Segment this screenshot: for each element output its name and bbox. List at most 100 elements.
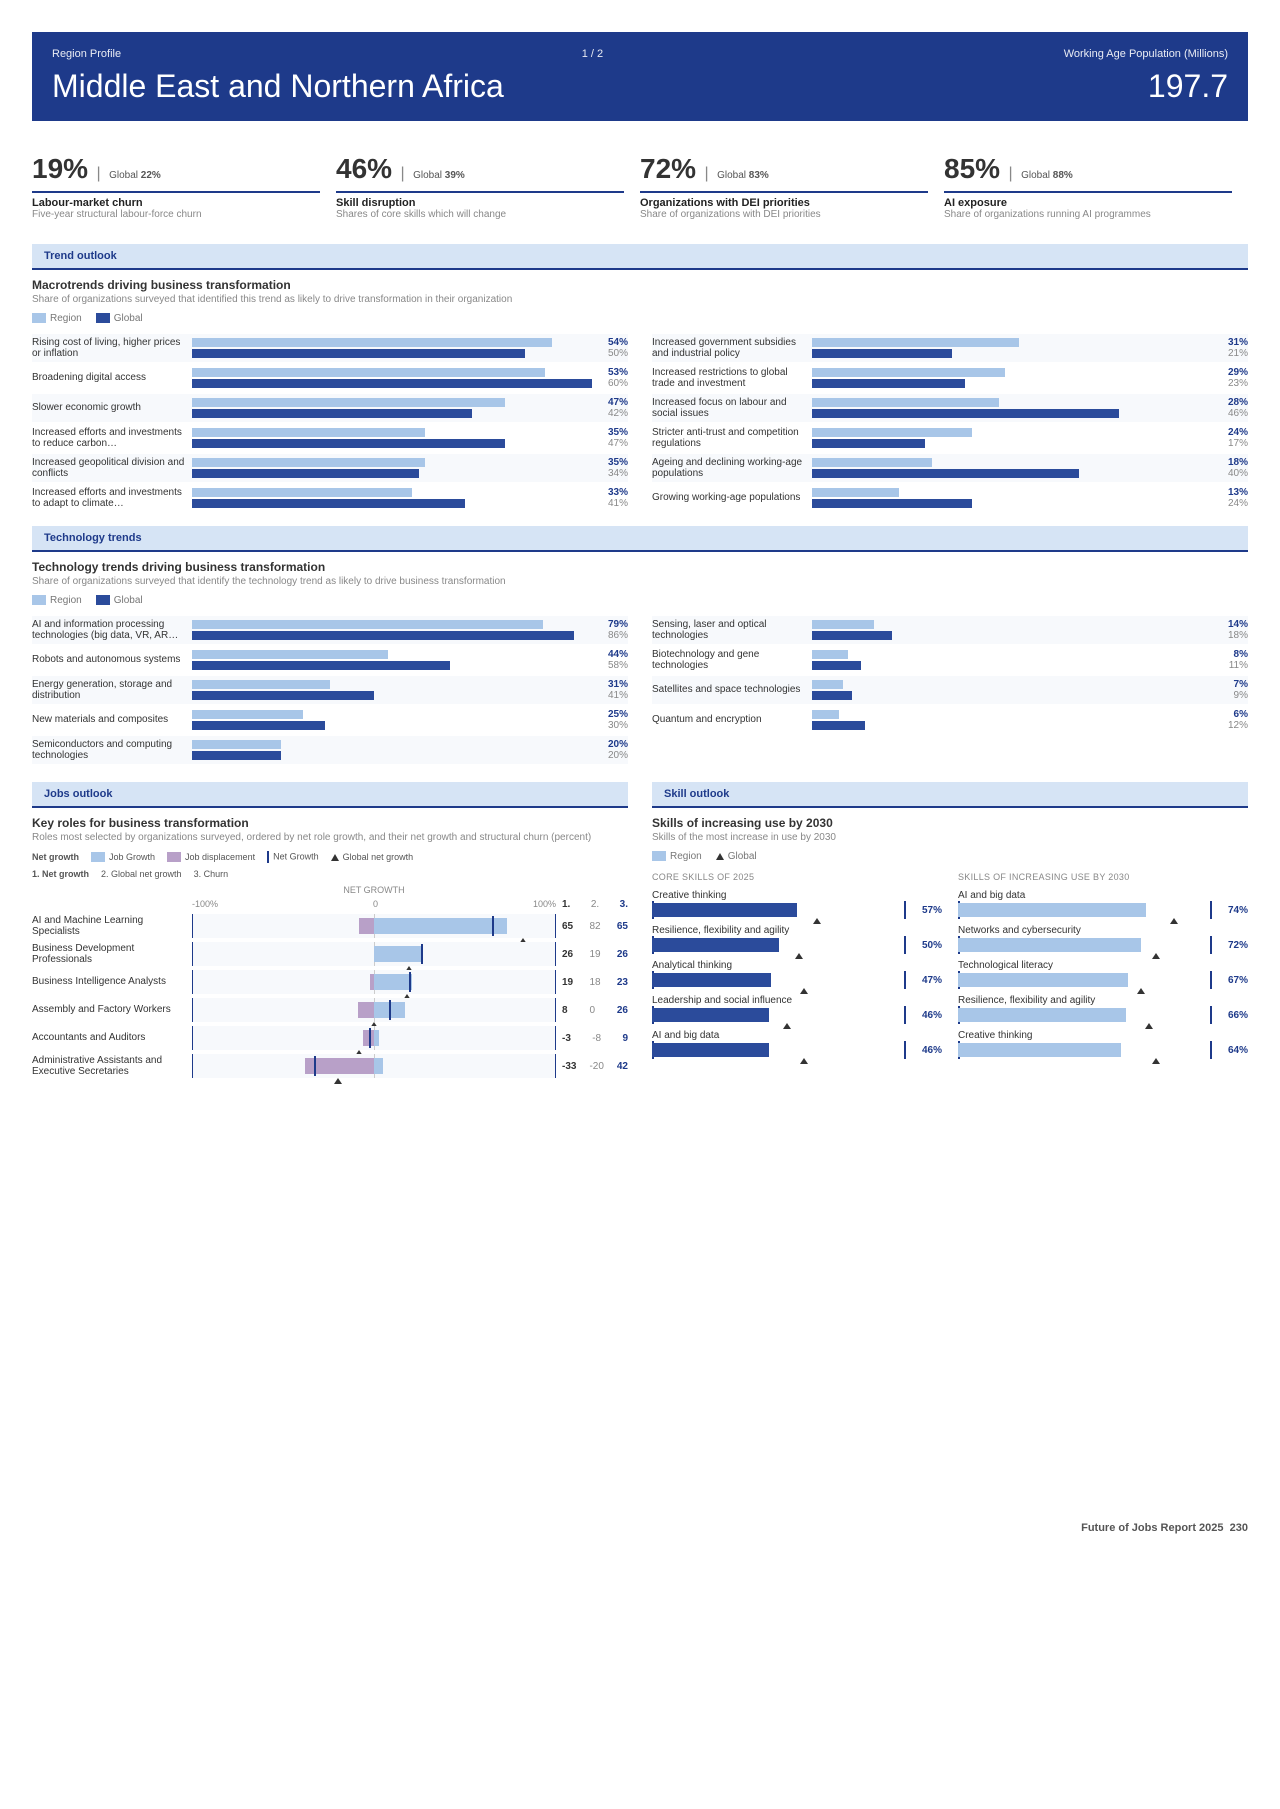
trend-bar-region [812, 338, 1019, 347]
trend-global-pct: 40% [1212, 468, 1248, 480]
growth-bar [374, 1058, 383, 1074]
skill-label: Resilience, flexibility and agility [652, 925, 942, 936]
trend-bar-region [812, 458, 932, 467]
trend-bar-global [812, 721, 865, 730]
trend-region-pct: 25% [592, 709, 628, 721]
skill-bar [958, 973, 1128, 987]
kpi-global: Global 83% [717, 170, 769, 181]
trend-region-pct: 7% [1212, 679, 1248, 691]
tech-trends-tab: Technology trends [32, 526, 1248, 550]
skill-label: Technological literacy [958, 960, 1248, 971]
trend-label: New materials and composites [32, 714, 192, 726]
skill-item: AI and big data 46% [652, 1030, 942, 1057]
jobs-col-labels: 1. Net growth 2. Global net growth 3. Ch… [32, 869, 628, 879]
role-label: Administrative Assistants and Executive … [32, 1055, 192, 1078]
trend-row: Increased restrictions to global trade a… [652, 364, 1248, 392]
jobs-title: Key roles for business transformation [32, 816, 628, 830]
trend-row: Ageing and declining working-age populat… [652, 454, 1248, 482]
skill-pct: 74% [1218, 905, 1248, 916]
trend-row: New materials and composites 25% 30% [32, 706, 628, 734]
trend-bar-global [812, 691, 852, 700]
trend-row: Growing working-age populations 13% 24% [652, 484, 1248, 512]
trend-region-pct: 47% [592, 397, 628, 409]
tech-legend: Region Global [32, 595, 1248, 606]
growth-bar [374, 1030, 379, 1046]
kpi-desc: Share of organizations running AI progra… [944, 209, 1232, 220]
kpi-global: Global 22% [109, 170, 161, 181]
net-mark [421, 944, 423, 964]
trend-region-pct: 35% [592, 457, 628, 469]
role-row: Business Intelligence Analysts 191823 [32, 970, 628, 994]
kpi-title: Skill disruption [336, 197, 624, 209]
trend-label: Rising cost of living, higher prices or … [32, 337, 192, 360]
trend-global-pct: 21% [1212, 348, 1248, 360]
skill-global-marker [795, 953, 803, 959]
skill-bar [652, 938, 779, 952]
trend-bar-global [812, 631, 892, 640]
global-net-marker [334, 1078, 342, 1084]
trend-region-pct: 28% [1212, 397, 1248, 409]
role-label: Assembly and Factory Workers [32, 1004, 192, 1016]
trend-row: Increased focus on labour and social iss… [652, 394, 1248, 422]
population-value: 197.7 [1148, 68, 1228, 105]
kpi-global: Global 88% [1021, 170, 1073, 181]
trend-bar-region [192, 680, 330, 689]
skill-item: Leadership and social influence 46% [652, 995, 942, 1022]
trend-bar-region [192, 488, 412, 497]
displacement-bar [359, 918, 374, 934]
trend-region-pct: 44% [592, 649, 628, 661]
tech-subtitle: Share of organizations surveyed that ide… [32, 576, 1248, 587]
skill-pct: 46% [912, 1010, 942, 1021]
trend-bar-global [192, 751, 281, 760]
kpi-value: 46% [336, 153, 392, 184]
trend-row: Increased government subsidies and indus… [652, 334, 1248, 362]
role-chart [192, 1054, 556, 1078]
skill-end-mark [904, 1041, 906, 1059]
kpi-desc: Shares of core skills which will change [336, 209, 624, 220]
skill-end-mark [1210, 936, 1212, 954]
skills-title: Skills of increasing use by 2030 [652, 816, 1248, 830]
trend-row: Increased efforts and investments to ada… [32, 484, 628, 512]
role-row: AI and Machine Learning Specialists 6582… [32, 914, 628, 938]
skill-end-mark [1210, 1041, 1212, 1059]
skill-pct: 47% [912, 975, 942, 986]
kpi-card: 85% | Global 88% AI exposure Share of or… [944, 141, 1248, 232]
skill-bar [958, 938, 1141, 952]
trend-row: Energy generation, storage and distribut… [32, 676, 628, 704]
trend-row: Slower economic growth 47% 42% [32, 394, 628, 422]
trend-label: Broadening digital access [32, 372, 192, 384]
skill-global-marker [783, 1023, 791, 1029]
skill-global-marker [800, 1058, 808, 1064]
kpi-card: 72% | Global 83% Organizations with DEI … [640, 141, 944, 232]
trend-region-pct: 8% [1212, 649, 1248, 661]
skill-label: Analytical thinking [652, 960, 942, 971]
trend-bar-region [812, 680, 843, 689]
trend-bar-global [812, 379, 965, 388]
trend-global-pct: 18% [1212, 630, 1248, 642]
skill-end-mark [904, 1006, 906, 1024]
skill-item: Resilience, flexibility and agility 50% [652, 925, 942, 952]
trend-bar-region [192, 620, 543, 629]
trend-global-pct: 20% [592, 750, 628, 762]
skill-label: Creative thinking [652, 890, 942, 901]
trend-label: Increased focus on labour and social iss… [652, 397, 812, 420]
trend-region-pct: 35% [592, 427, 628, 439]
kpi-title: Labour-market churn [32, 197, 320, 209]
growth-bar [374, 946, 421, 962]
skill-label: AI and big data [958, 890, 1248, 901]
skill-label: Creative thinking [958, 1030, 1248, 1041]
trend-region-pct: 79% [592, 619, 628, 631]
trend-label: Energy generation, storage and distribut… [32, 679, 192, 702]
roles-axis: -100% 0 100% 1.2.3. [32, 899, 628, 910]
skill-global-marker [1170, 918, 1178, 924]
trend-row: Semiconductors and computing technologie… [32, 736, 628, 764]
trend-bar-region [192, 398, 505, 407]
trend-label: AI and information processing technologi… [32, 619, 192, 642]
jobs-subtitle: Roles most selected by organizations sur… [32, 832, 628, 843]
displacement-bar [370, 974, 374, 990]
skill-bar [652, 1043, 769, 1057]
skills-subtitle: Skills of the most increase in use by 20… [652, 832, 1248, 843]
trend-label: Growing working-age populations [652, 492, 812, 504]
trend-row: Broadening digital access 53% 60% [32, 364, 628, 392]
role-chart [192, 942, 556, 966]
